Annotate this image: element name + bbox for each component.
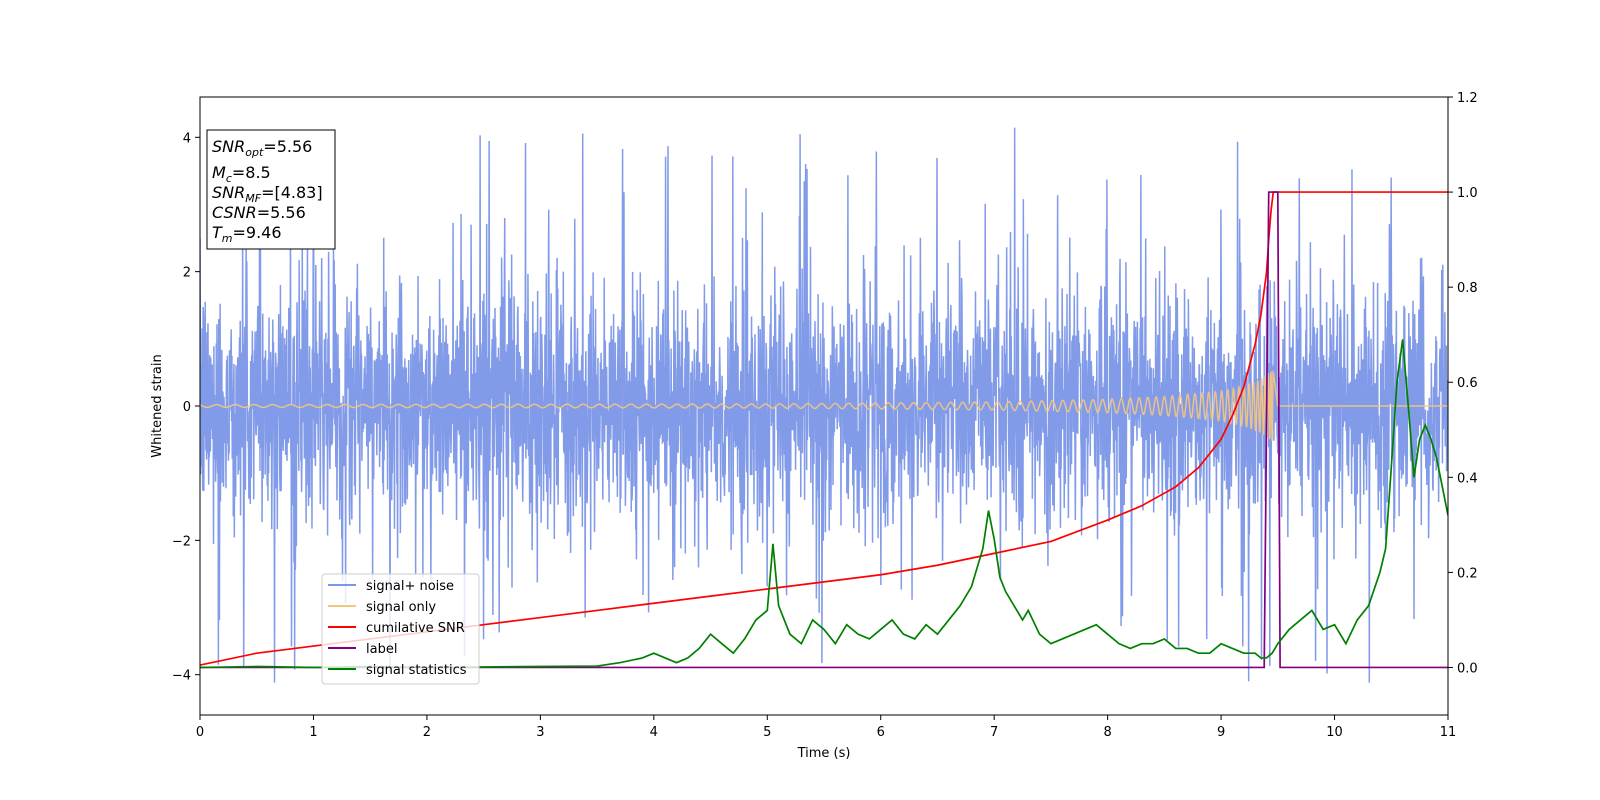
x-tick-label: 9 xyxy=(1217,725,1225,740)
annotation-snr-mf: SNRMF=[4.83] xyxy=(212,183,323,205)
series-cumilative-snr xyxy=(200,191,1448,666)
x-tick-label: 2 xyxy=(423,725,431,740)
x-tick-label: 6 xyxy=(877,725,885,740)
series-label xyxy=(200,191,1448,669)
x-tick-label: 3 xyxy=(536,725,544,740)
y2-tick-label: 0.4 xyxy=(1457,471,1478,486)
legend-label-signal-noise: signal+ noise xyxy=(366,579,454,594)
annotation-snr-opt: SNRopt=5.56 xyxy=(212,137,312,159)
x-tick-label: 1 xyxy=(309,725,317,740)
annotation-box: SNRopt=5.56 Mc=8.5 SNRMF=[4.83] CSNR=5.5… xyxy=(206,129,336,250)
x-tick-label: 8 xyxy=(1103,725,1111,740)
y2-tick-label: 0.2 xyxy=(1457,566,1478,581)
y-tick-label: 4 xyxy=(183,131,191,146)
y-axis-label: Whitened strain xyxy=(150,354,165,457)
x-tick-label: 10 xyxy=(1326,725,1343,740)
legend-label-label: label xyxy=(366,642,397,657)
y2-tick-label: 0.8 xyxy=(1457,281,1478,296)
series-signal-statistics xyxy=(200,339,1448,669)
annotation-tm: Tm=9.46 xyxy=(212,223,282,245)
annotation-frame xyxy=(206,129,336,250)
series-signal-noise xyxy=(200,127,1448,683)
y2-tick-label: 0.0 xyxy=(1457,661,1478,676)
legend: signal+ noise signal only cumilative SNR… xyxy=(321,573,480,685)
legend-label-signal-statistics: signal statistics xyxy=(366,663,467,678)
y-tick-label: −4 xyxy=(172,669,191,684)
annotation-mc: Mc=8.5 xyxy=(212,163,271,185)
x-tick-label: 5 xyxy=(763,725,771,740)
y2-tick-label: 0.6 xyxy=(1457,376,1478,391)
ticks-layer: 0 1 2 3 4 5 6 7 8 9 10 11 4 2 0 −2 −4 1.2 1.0 0.8 0.6 0.4 0.2 0… xyxy=(172,91,1478,740)
y-tick-label: 0 xyxy=(183,400,191,415)
x-tick-label: 11 xyxy=(1440,725,1457,740)
y-tick-label: 2 xyxy=(183,266,191,281)
series-signal-only xyxy=(200,370,1448,441)
legend-frame xyxy=(321,573,480,685)
y2-tick-label: 1.2 xyxy=(1457,91,1478,106)
y-tick-label: −2 xyxy=(172,534,191,549)
legend-label-signal-only: signal only xyxy=(366,600,436,615)
x-axis-label: Time (s) xyxy=(797,746,851,761)
x-tick-label: 0 xyxy=(196,725,204,740)
x-tick-label: 4 xyxy=(650,725,658,740)
y2-tick-label: 1.0 xyxy=(1457,186,1478,201)
series-layer xyxy=(200,127,1448,683)
annotation-csnr: CSNR=5.56 xyxy=(212,203,306,222)
x-tick-label: 7 xyxy=(990,725,998,740)
legend-label-cumulative-snr: cumilative SNR xyxy=(366,621,465,636)
